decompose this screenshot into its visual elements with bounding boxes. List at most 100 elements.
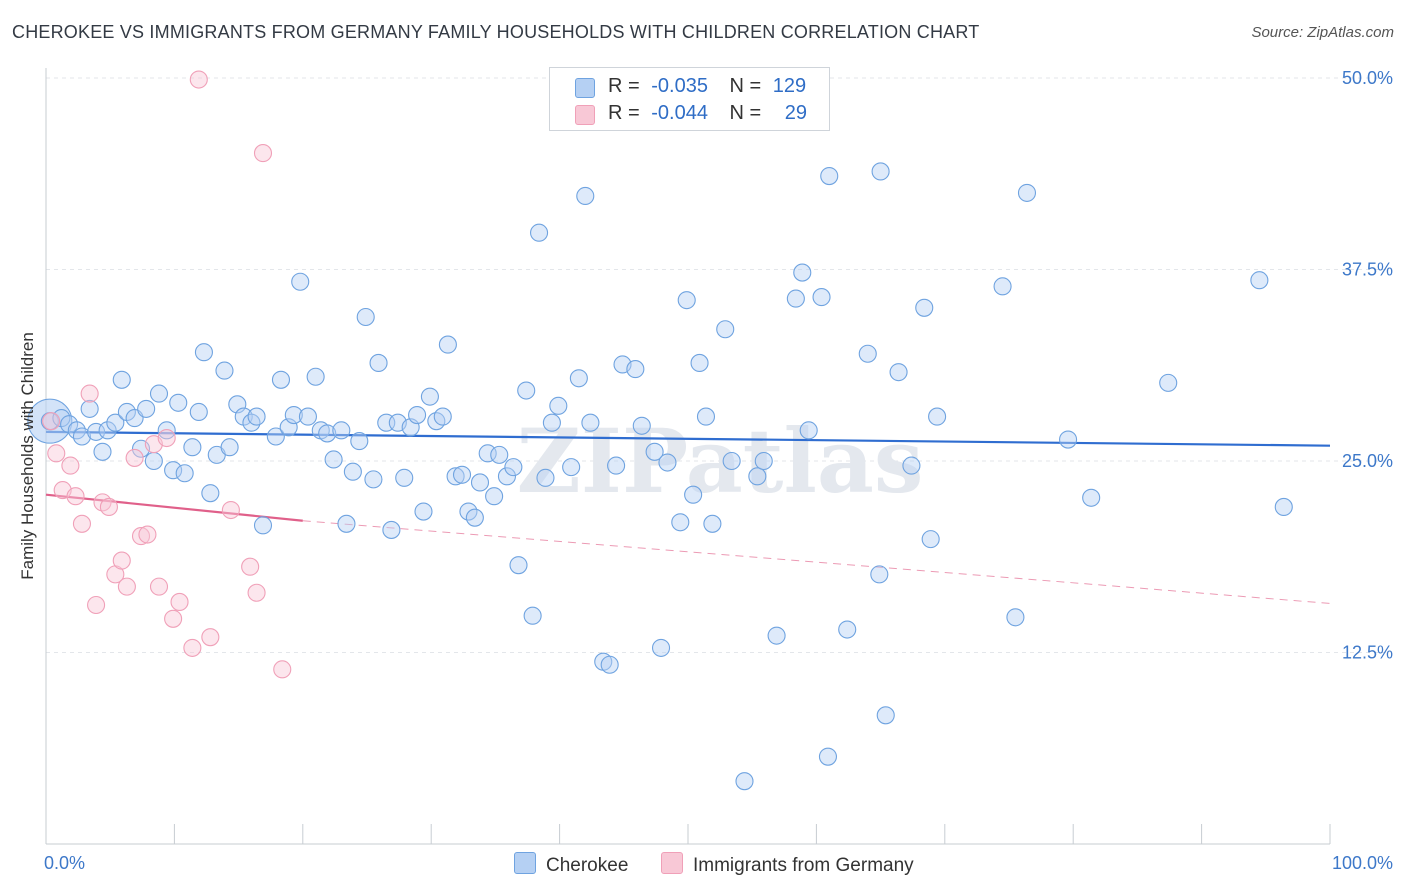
cherokee-point (812, 288, 831, 307)
bottom-legend-label: Cherokee (546, 855, 629, 876)
cherokee-point (786, 289, 805, 308)
cherokee-point (1017, 183, 1037, 202)
germany-point (112, 551, 131, 570)
cherokee-point (298, 407, 317, 426)
legend-swatch-cherokee (575, 78, 595, 98)
cherokee-point (858, 344, 877, 363)
germany-point (170, 592, 189, 611)
cherokee-point (318, 424, 337, 443)
cherokee-point (536, 468, 555, 487)
cherokee-point (324, 450, 343, 469)
germany-point (93, 493, 112, 512)
cherokee-point (820, 166, 839, 186)
cherokee-point (194, 343, 213, 362)
germany-point (117, 577, 136, 596)
cherokee-point (271, 370, 291, 389)
cherokee-point (504, 458, 523, 477)
cherokee-point (902, 456, 921, 475)
germany-point (72, 514, 92, 533)
chart-title: CHEROKEE VS IMMIGRANTS FROM GERMANY FAMI… (12, 22, 980, 42)
correlation-legend: R = -0.035 N = 129 R = -0.044 N = 29 (549, 67, 830, 131)
germany-trend-line (45, 493, 303, 522)
x-tick-label: 100.0% (1332, 853, 1393, 873)
cherokee-point (626, 360, 645, 379)
cherokee-point (306, 367, 325, 386)
cherokee-point (793, 263, 812, 282)
germany-point (61, 456, 80, 475)
cherokee-point (284, 405, 303, 425)
cherokee-point (485, 487, 504, 506)
cherokee-point (497, 467, 517, 486)
germany-point (66, 487, 85, 506)
cherokee-point (433, 407, 452, 426)
trend-lines (45, 430, 1331, 604)
cherokee-point (671, 513, 690, 532)
cherokee-point (838, 620, 857, 639)
cherokee-point (112, 370, 131, 389)
cherokee-point (149, 384, 169, 403)
cherokee-point (871, 162, 890, 181)
cherokee-point (332, 421, 351, 440)
x-tick-labels: 0.0% 100.0% (44, 853, 1393, 873)
cherokee-point (253, 516, 273, 535)
cherokee-point (438, 335, 457, 354)
cherokee-point (1082, 488, 1101, 507)
cherokee-point (420, 387, 439, 406)
cherokee-point (157, 421, 176, 440)
cherokee-point (87, 422, 106, 441)
cherokee-point (993, 277, 1012, 296)
cherokee-point (651, 638, 671, 657)
cherokee-trend-line (45, 430, 1331, 447)
legend-r-value: -0.044 (651, 102, 708, 124)
cherokee-point (569, 369, 588, 388)
cherokee-point (696, 407, 716, 426)
cherokee-point (478, 444, 497, 463)
cherokee-point (632, 416, 651, 435)
cherokee-point (517, 381, 536, 400)
germany-point (273, 660, 292, 679)
cherokee-point (735, 772, 754, 791)
bottom-legend-swatch-cherokee (514, 852, 536, 874)
cherokee-point (716, 320, 735, 339)
data-points (27, 70, 1293, 791)
germany-point (164, 609, 183, 628)
germany-trend-extension (302, 520, 1331, 604)
cherokee-point (684, 485, 703, 504)
bottom-legend-label: Immigrants from Germany (693, 855, 914, 876)
cherokee-point (220, 438, 239, 457)
x-tick-label: 0.0% (44, 853, 85, 873)
y-tick-label: 50.0% (1342, 68, 1393, 88)
cherokee-point (576, 186, 595, 206)
bottom-legend-swatch-germany (661, 852, 683, 874)
y-tick-label: 12.5% (1342, 643, 1393, 663)
cherokee-point (490, 445, 509, 464)
cherokee-point (364, 470, 383, 489)
cherokee-point (427, 412, 446, 431)
cherokee-point (395, 468, 414, 487)
germany-point (138, 525, 157, 544)
germany-point (221, 500, 240, 520)
cherokee-point (164, 461, 183, 480)
legend-swatch-germany (575, 105, 595, 125)
germany-point (247, 583, 266, 602)
cherokee-point (80, 399, 99, 418)
cherokee-point (369, 353, 388, 373)
germany-point (201, 628, 220, 647)
cherokee-point (266, 427, 285, 446)
y-tick-label: 25.0% (1342, 451, 1393, 471)
cherokee-point (690, 353, 709, 373)
legend-r-label: R = (608, 75, 640, 97)
cherokee-point (549, 396, 568, 415)
legend-r-value: -0.035 (651, 75, 708, 97)
cherokee-point (748, 467, 767, 486)
legend-r-label: R = (608, 102, 640, 124)
germany-point (253, 144, 273, 163)
cherokee-point (414, 502, 433, 521)
cherokee-point (818, 747, 838, 766)
germany-point (157, 428, 176, 448)
cherokee-point (137, 399, 156, 418)
cherokee-point (106, 413, 125, 432)
cherokee-point (1274, 497, 1293, 517)
cherokee-point (799, 421, 818, 440)
